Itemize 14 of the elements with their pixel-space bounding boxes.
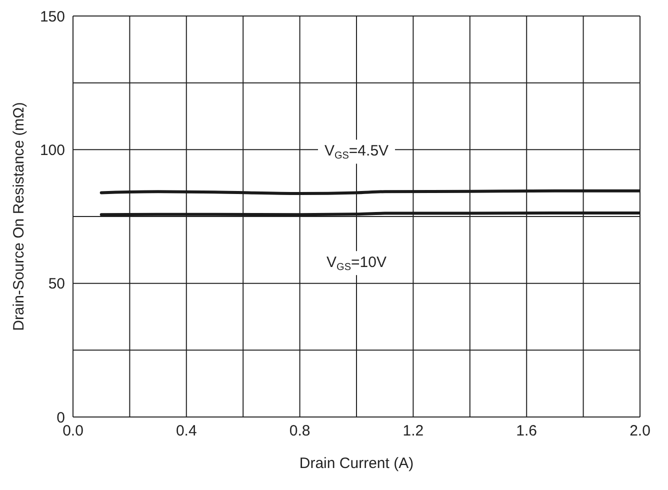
x-tick-label: 1.6 <box>516 422 538 440</box>
text: V$_{GS}$=10V <box>326 254 386 274</box>
y-tick-label: 150 <box>40 8 65 26</box>
y-tick-label: 50 <box>48 276 65 293</box>
x-tick-label: 2.0 <box>630 422 650 440</box>
y-tick-label: 100 <box>40 142 65 159</box>
x-tick-label: 0.4 <box>176 422 197 440</box>
x-tick-label: 1.2 <box>402 422 424 440</box>
y-axis-title: Drain-Source On Resistance (mΩ) <box>10 102 28 331</box>
y-tick-label: 0 <box>56 409 65 426</box>
x-axis-title: Drain Current (A) <box>299 455 414 472</box>
series-label: V$_{GS}$=4.5V <box>324 142 389 162</box>
x-tick-label: 0.8 <box>289 422 310 440</box>
x-tick-label: 0.0 <box>62 422 84 440</box>
